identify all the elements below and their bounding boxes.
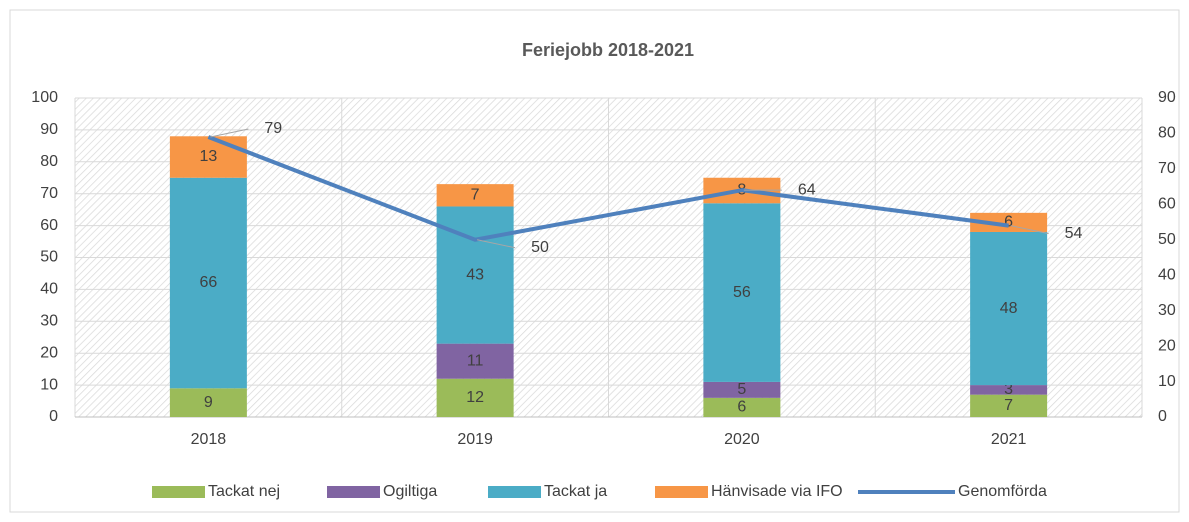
legend-label: Tackat nej	[208, 483, 280, 500]
bar-segment	[703, 381, 781, 398]
y-tick-label: 80	[40, 153, 58, 170]
data-label: 7	[471, 187, 480, 204]
y-tick-label: 90	[40, 121, 58, 138]
y2-tick-label: 50	[1158, 231, 1176, 248]
y2-tick-label: 10	[1158, 373, 1176, 390]
legend-label: Tackat ja	[544, 483, 607, 500]
y2-tick-label: 80	[1158, 125, 1176, 142]
legend-label: Hänvisade via IFO	[711, 483, 843, 500]
line-data-label: 64	[798, 181, 816, 198]
y2-tick-label: 30	[1158, 302, 1176, 319]
data-label: 56	[733, 284, 751, 301]
y-tick-label: 30	[40, 313, 58, 330]
y-tick-label: 0	[49, 408, 58, 425]
data-label: 11	[467, 352, 484, 369]
x-tick-label: 2019	[457, 431, 493, 448]
bar-segment	[703, 397, 781, 417]
data-label: 6	[737, 399, 746, 416]
bar-segment	[970, 212, 1048, 232]
data-label: 13	[199, 148, 217, 165]
x-tick-label: 2020	[724, 431, 760, 448]
leader-line	[1010, 225, 1049, 235]
leader-line	[210, 128, 249, 138]
bar-segment	[169, 177, 247, 389]
y-tick-label: 70	[40, 185, 58, 202]
legend-marker	[152, 486, 205, 498]
bar-segment	[970, 385, 1048, 395]
line	[207, 135, 1009, 242]
data-label: 9	[204, 394, 213, 411]
y2-tick-label: 70	[1158, 160, 1176, 177]
y-tick-label: 10	[40, 376, 58, 393]
data-label: 7	[1004, 397, 1013, 414]
legend-marker	[327, 486, 380, 498]
data-label: 66	[199, 274, 217, 291]
y2-tick-label: 40	[1158, 266, 1176, 283]
line-data-label: 54	[1065, 225, 1083, 242]
bar-segment	[169, 388, 247, 417]
line-data-label: 79	[264, 120, 282, 137]
bar-segment	[169, 136, 247, 178]
y2-tick-label: 90	[1158, 89, 1176, 106]
bar-segment	[436, 343, 514, 379]
data-label: 6	[1004, 214, 1013, 231]
legend-marker	[655, 486, 708, 498]
bar-segment	[436, 378, 514, 417]
y-tick-label: 40	[40, 281, 58, 298]
bar-segment	[703, 203, 781, 382]
bar-segment	[436, 184, 514, 207]
y-tick-label: 60	[40, 217, 58, 234]
y2-tick-label: 20	[1158, 337, 1176, 354]
x-tick-label: 2021	[991, 431, 1027, 448]
data-label: 12	[466, 389, 484, 406]
data-label: 43	[466, 266, 484, 283]
y-tick-label: 20	[40, 344, 58, 361]
legend-label: Ogiltiga	[383, 483, 437, 500]
leader-line	[477, 239, 516, 249]
bar-segment	[970, 394, 1048, 417]
legend-marker	[488, 486, 541, 498]
y-tick-label: 100	[31, 89, 58, 106]
line-data-label: 50	[531, 239, 549, 256]
data-label: 3	[1004, 381, 1013, 398]
data-label: 48	[1000, 300, 1018, 317]
y-tick-label: 50	[40, 249, 58, 266]
chart-title: Feriejobb 2018-2021	[522, 40, 694, 60]
bar-segment	[970, 231, 1048, 386]
y2-tick-label: 60	[1158, 196, 1176, 213]
legend-label: Genomförda	[958, 483, 1047, 500]
x-tick-label: 2018	[191, 431, 227, 448]
y2-tick-label: 0	[1158, 408, 1167, 425]
data-label: 5	[737, 381, 746, 398]
